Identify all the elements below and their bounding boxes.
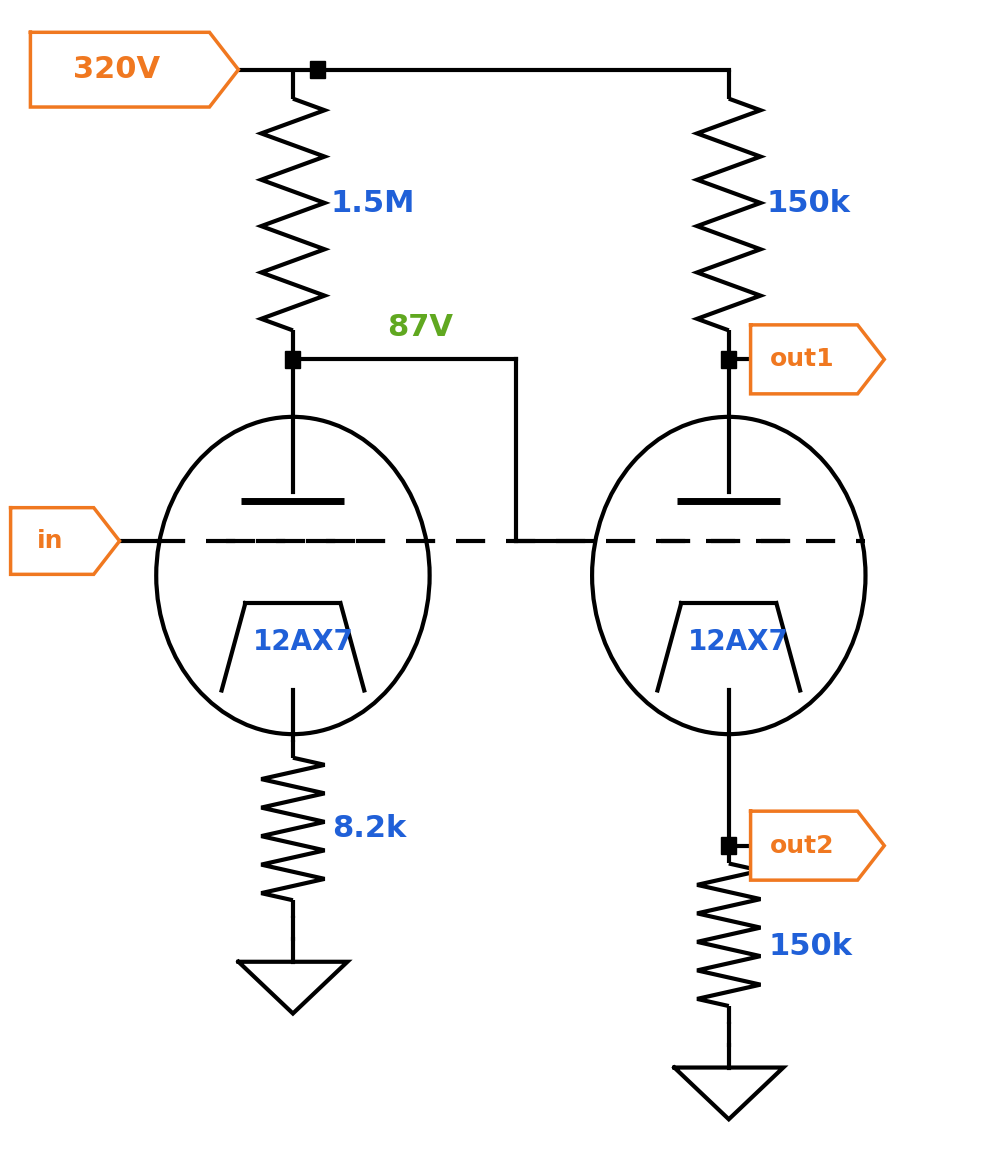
Polygon shape [11,508,120,574]
Text: out1: out1 [770,348,834,372]
Bar [286,351,301,368]
Text: 320V: 320V [72,55,160,84]
Bar [310,61,325,78]
Text: 8.2k: 8.2k [332,815,407,844]
Text: 12AX7: 12AX7 [252,628,353,656]
Text: 12AX7: 12AX7 [688,628,790,656]
Text: 1.5M: 1.5M [330,189,415,218]
Bar [721,837,736,854]
Text: 150k: 150k [767,189,850,218]
Text: in: in [38,529,63,552]
Polygon shape [751,811,884,881]
Polygon shape [751,325,884,394]
Text: 150k: 150k [769,932,852,961]
Text: 87V: 87V [387,313,453,342]
Polygon shape [31,32,238,107]
Text: out2: out2 [770,833,834,857]
Bar [721,351,736,368]
